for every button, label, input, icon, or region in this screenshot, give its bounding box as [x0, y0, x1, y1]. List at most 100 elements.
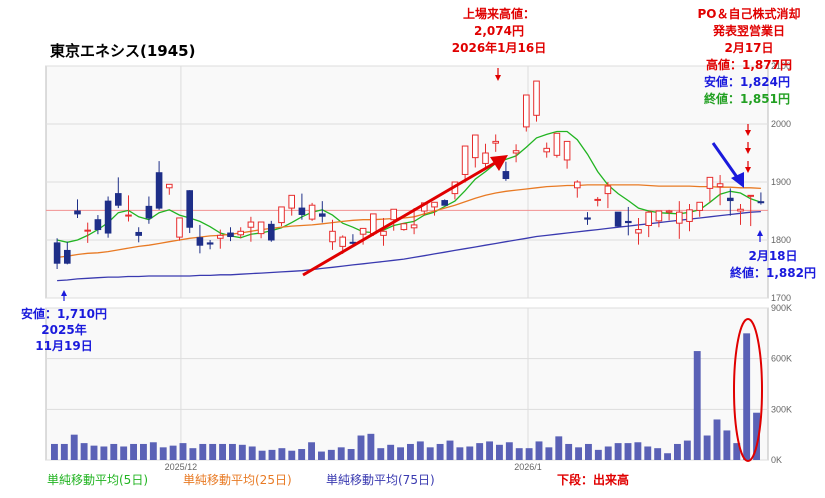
volume-bar [238, 444, 246, 460]
candlestick [624, 206, 632, 236]
high-annotation-title: 上場来高値： [463, 6, 535, 21]
candlestick [288, 194, 296, 216]
volume-bar [753, 412, 760, 460]
candle-body [257, 221, 265, 235]
candle-body [492, 140, 500, 144]
candlestick [716, 175, 724, 206]
candle-body [155, 172, 163, 209]
volume-bar [585, 443, 592, 460]
trend-arrow [302, 155, 508, 277]
candle-body [665, 210, 673, 213]
candle-body [308, 204, 316, 220]
volume-bar [634, 442, 642, 460]
candlestick [573, 180, 581, 198]
volume-bar [278, 448, 286, 460]
candle-body [594, 198, 602, 201]
candle-body [410, 224, 418, 229]
volume-bar [545, 447, 553, 460]
volume-bar [743, 333, 751, 460]
candlestick [278, 206, 285, 227]
price-tick-label: 2000 [771, 119, 791, 129]
candlestick [145, 196, 153, 224]
candle-body [267, 223, 275, 241]
candle-body [104, 200, 112, 234]
candlestick [604, 182, 612, 209]
candle-body [63, 249, 71, 264]
candle-body [145, 205, 153, 219]
candle-body [543, 147, 551, 153]
candlestick [257, 221, 265, 239]
candle-body [380, 230, 387, 236]
candle-body [706, 176, 714, 189]
next-pointer-arrow [757, 230, 763, 242]
candle-body [216, 234, 224, 239]
candle-body [298, 207, 306, 215]
po-annotation-sub: 発表翌営業日 [712, 23, 785, 38]
volume-bar [614, 443, 622, 460]
candle-body [227, 232, 234, 238]
candle-body [604, 185, 612, 195]
volume-bar [60, 443, 68, 460]
legend-ma5: 単純移動平均(5日) [47, 473, 148, 487]
candle-body [584, 217, 591, 220]
candlestick [94, 215, 102, 235]
candle-body [186, 190, 194, 228]
volume-bar [100, 446, 108, 460]
volume-bar [308, 442, 315, 460]
volume-bar [130, 443, 137, 460]
candlestick [165, 183, 173, 195]
candle-body [359, 227, 367, 235]
candlestick [135, 227, 143, 243]
volume-bar [209, 443, 217, 460]
candle-body [318, 213, 326, 217]
candlestick [318, 201, 326, 223]
candle-body [533, 80, 540, 116]
chart-title: 東京エネシス(1945) [50, 42, 195, 60]
candle-body [675, 211, 683, 224]
candlestick [329, 219, 336, 250]
po-pointer-arrows [745, 124, 751, 173]
candlestick [737, 204, 744, 225]
candlestick [216, 229, 224, 249]
candlestick [155, 161, 163, 210]
low-annotation-title: 安値：1,710円 [21, 306, 107, 321]
volume-bar [288, 450, 296, 460]
volume-bar [604, 446, 612, 460]
candlestick [747, 194, 755, 227]
candle-body [441, 200, 449, 206]
candle-body [84, 229, 92, 232]
moving-average-line [57, 210, 761, 282]
candlestick [533, 80, 540, 122]
volume-bar [179, 443, 187, 460]
candle-body [196, 237, 204, 246]
candle-body [553, 132, 561, 156]
candle-body [757, 201, 765, 204]
candle-body [390, 208, 398, 221]
volume-bar [525, 448, 533, 460]
candlestick [665, 209, 673, 221]
candle-body [53, 242, 61, 264]
candle-body [502, 171, 510, 180]
candlestick [553, 132, 561, 158]
volume-bar [80, 443, 88, 460]
volume-bar [268, 449, 276, 460]
next-annotation-close: 終値：1,882円 [730, 265, 816, 280]
volume-bar [120, 446, 128, 460]
candle-body [614, 211, 622, 227]
candlestick [696, 201, 704, 217]
candlestick [380, 217, 387, 246]
volume-bar [426, 447, 434, 460]
candlestick [543, 142, 551, 158]
volume-bar [496, 444, 503, 460]
volume-bar [713, 419, 721, 460]
volume-bar [644, 446, 652, 460]
volume-bar [189, 448, 197, 460]
candlestick [471, 134, 479, 168]
po-annotation-low: 安値：1,824円 [704, 74, 790, 89]
volume-bar [407, 443, 414, 460]
volume-bar [703, 435, 711, 460]
volume-bar [416, 441, 424, 460]
high-annotation-date: 2026年1月16日 [452, 40, 546, 55]
candle-body [135, 231, 143, 236]
